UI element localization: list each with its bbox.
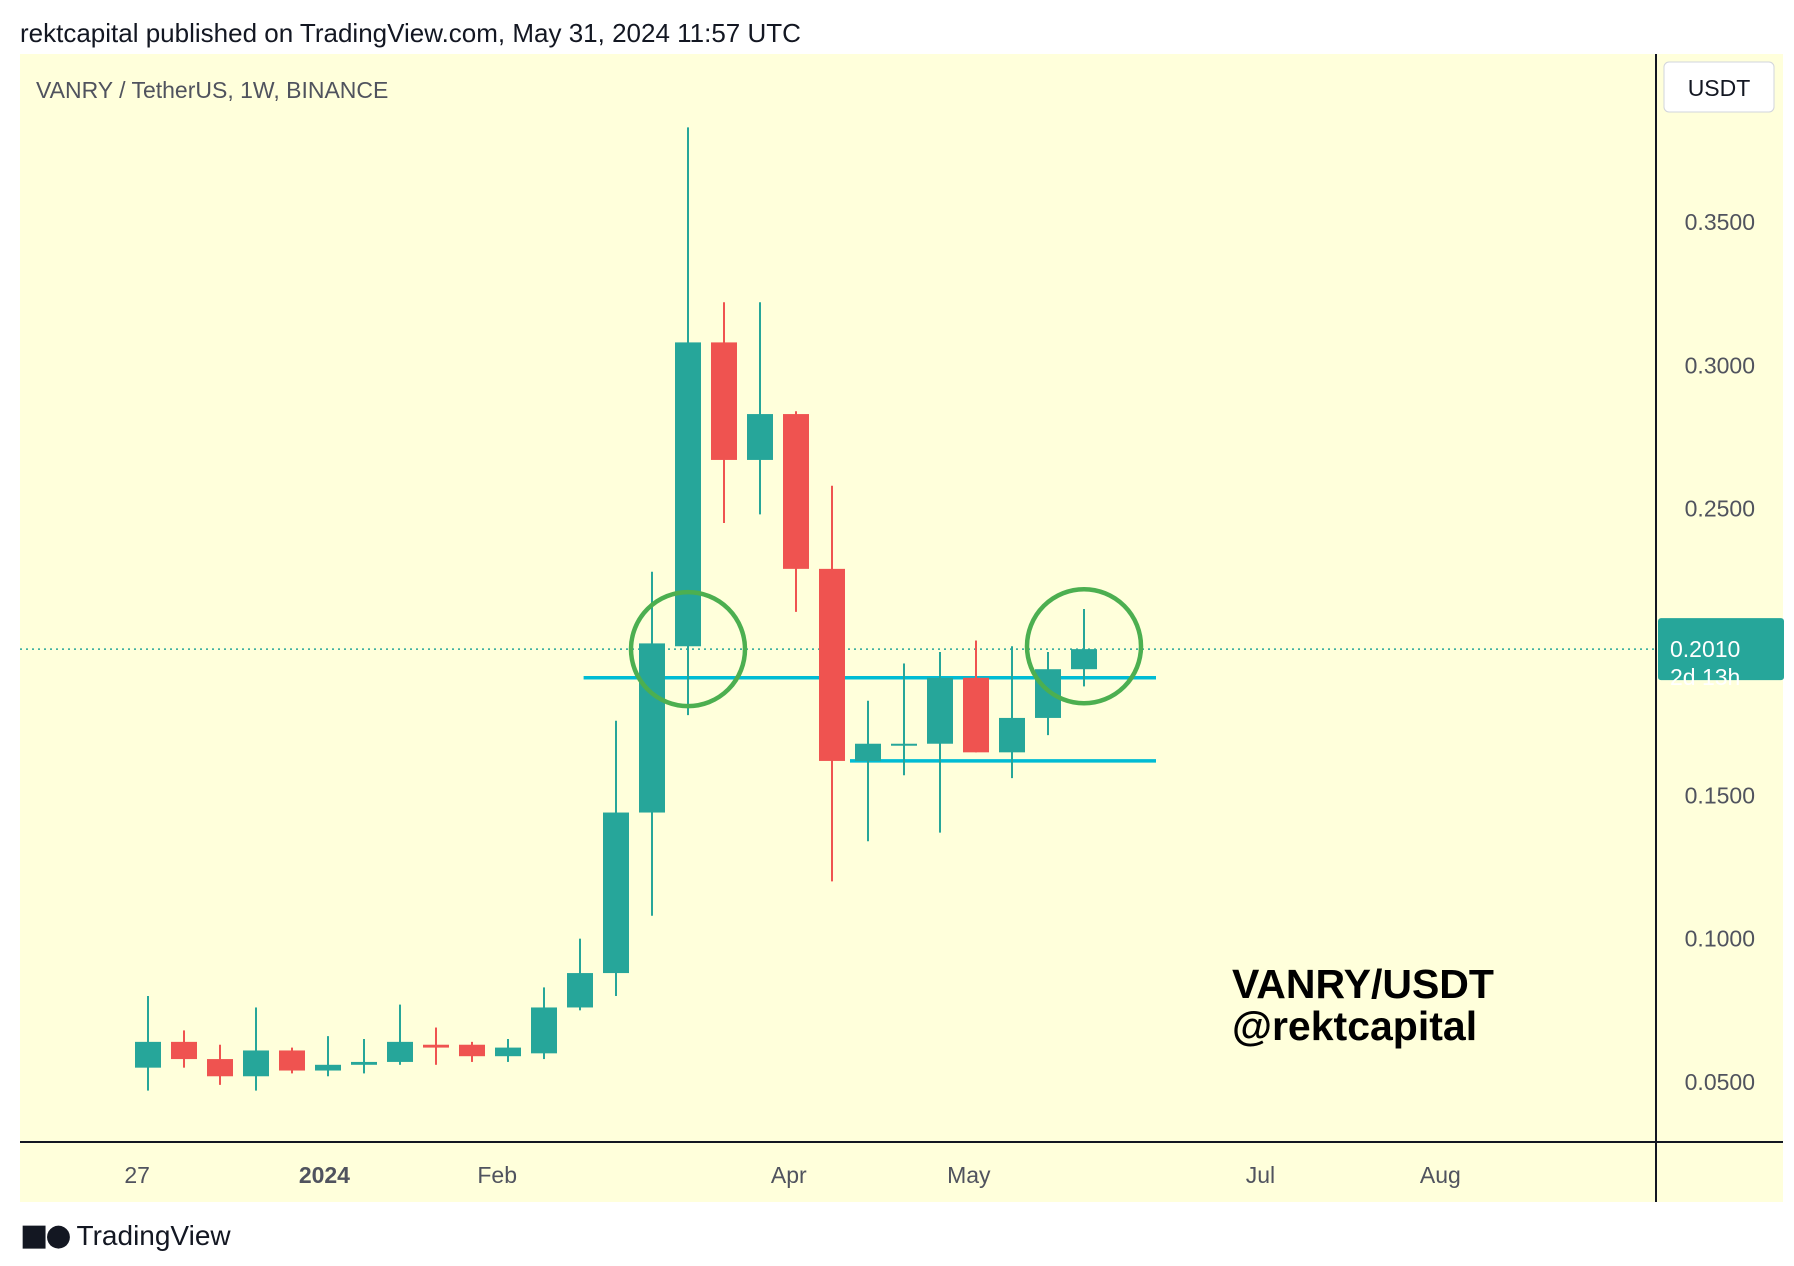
candles[interactable] bbox=[135, 127, 1097, 1091]
last-price-label: 0.2010 2d 13h bbox=[1658, 618, 1784, 690]
annotation-handle: @rektcapital bbox=[1232, 1003, 1477, 1049]
price-tick-label: 0.3000 bbox=[1685, 352, 1755, 378]
last-price-value: 0.2010 bbox=[1670, 636, 1740, 662]
time-tick-label: Jul bbox=[1246, 1162, 1275, 1188]
candle-body bbox=[495, 1047, 521, 1057]
highlight-circle[interactable] bbox=[628, 589, 748, 709]
candle-body bbox=[963, 677, 989, 753]
candle[interactable] bbox=[243, 1007, 269, 1091]
candle-body bbox=[531, 1007, 557, 1054]
price-axis[interactable]: 0.3500 0.3000 0.2500 0.1500 0.1000 0.0500 bbox=[1685, 209, 1755, 1095]
time-tick-label: Aug bbox=[1420, 1162, 1461, 1188]
candle-body bbox=[423, 1044, 449, 1048]
candle-body bbox=[171, 1041, 197, 1060]
tradingview-logo-icon: ■● bbox=[20, 1218, 72, 1253]
candle-body bbox=[567, 973, 593, 1008]
candle-countdown: 2d 13h bbox=[1670, 664, 1740, 690]
time-axis[interactable]: 27 2024 Feb Apr May Jul Aug bbox=[124, 1162, 1460, 1188]
candle[interactable] bbox=[999, 646, 1025, 779]
candle[interactable] bbox=[819, 485, 845, 882]
candle-body bbox=[891, 743, 917, 746]
candle[interactable] bbox=[423, 1027, 449, 1065]
candle-body bbox=[999, 717, 1025, 753]
candle-body bbox=[855, 743, 881, 761]
tradingview-brand: TradingView bbox=[76, 1219, 231, 1251]
price-tick-label: 0.1500 bbox=[1685, 782, 1755, 808]
candle[interactable] bbox=[1035, 652, 1061, 736]
candle-body bbox=[459, 1044, 485, 1057]
candle-body bbox=[243, 1050, 269, 1077]
candle[interactable] bbox=[855, 700, 881, 842]
candle-body bbox=[1035, 669, 1061, 718]
highlight-circle[interactable] bbox=[1024, 587, 1144, 706]
candle-body bbox=[351, 1061, 377, 1065]
candle[interactable] bbox=[171, 1030, 197, 1068]
time-tick-label: May bbox=[947, 1162, 991, 1188]
candle[interactable] bbox=[459, 1041, 485, 1062]
candle-body bbox=[315, 1064, 341, 1071]
candle[interactable] bbox=[315, 1036, 341, 1077]
candle[interactable] bbox=[711, 302, 737, 523]
candle[interactable] bbox=[135, 996, 161, 1091]
candle[interactable] bbox=[639, 571, 665, 916]
price-tick-label: 0.1000 bbox=[1685, 926, 1755, 952]
candle[interactable] bbox=[927, 652, 953, 833]
currency-button[interactable]: USDT bbox=[1663, 61, 1775, 113]
candle-body bbox=[603, 812, 629, 974]
candle[interactable] bbox=[207, 1044, 233, 1085]
candle[interactable] bbox=[891, 663, 917, 776]
candle-body bbox=[783, 414, 809, 569]
price-tick-label: 0.2500 bbox=[1685, 496, 1755, 522]
annotation-pair: VANRY/USDT bbox=[1232, 961, 1494, 1007]
annotation-circles bbox=[628, 587, 1144, 709]
tradingview-footer[interactable]: ■● TradingView bbox=[20, 1218, 231, 1253]
time-tick-label: Feb bbox=[477, 1162, 517, 1188]
candle-body bbox=[387, 1041, 413, 1062]
candle[interactable] bbox=[531, 987, 557, 1060]
candle[interactable] bbox=[603, 720, 629, 996]
candle[interactable] bbox=[351, 1039, 377, 1074]
chart-background bbox=[20, 54, 1783, 1202]
candle[interactable] bbox=[783, 411, 809, 612]
candle[interactable] bbox=[1071, 609, 1097, 687]
candle-body bbox=[1071, 649, 1097, 670]
candle[interactable] bbox=[495, 1039, 521, 1062]
candle-body bbox=[279, 1050, 305, 1071]
candle-body bbox=[927, 677, 953, 744]
candle-body bbox=[639, 643, 665, 813]
candle[interactable] bbox=[279, 1047, 305, 1074]
time-tick-label: Apr bbox=[771, 1162, 807, 1188]
candle[interactable] bbox=[675, 127, 701, 716]
publish-line: rektcapital published on TradingView.com… bbox=[20, 18, 801, 48]
candle-body bbox=[675, 342, 701, 647]
time-tick-label: 27 bbox=[124, 1162, 150, 1188]
candle[interactable] bbox=[387, 1004, 413, 1065]
price-tick-label: 0.0500 bbox=[1685, 1069, 1755, 1095]
chart-title: VANRY / TetherUS, 1W, BINANCE bbox=[36, 77, 388, 103]
candle[interactable] bbox=[747, 302, 773, 515]
candle-body bbox=[207, 1059, 233, 1077]
candle-body bbox=[747, 414, 773, 460]
time-tick-label: 2024 bbox=[299, 1162, 350, 1188]
candle-body bbox=[711, 342, 737, 460]
candle[interactable] bbox=[567, 938, 593, 1011]
price-tick-label: 0.3500 bbox=[1685, 209, 1755, 235]
candle-body bbox=[819, 568, 845, 761]
candle-body bbox=[135, 1041, 161, 1068]
currency-label: USDT bbox=[1688, 75, 1751, 101]
candle[interactable] bbox=[963, 640, 989, 753]
